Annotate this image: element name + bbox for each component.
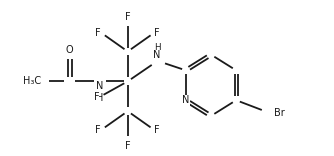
Text: F: F [96,125,101,135]
Text: Br: Br [274,108,285,118]
Text: H: H [154,43,161,52]
Text: N: N [153,50,160,60]
Text: F: F [154,28,160,38]
Text: N
H: N H [96,81,103,103]
Text: F: F [154,125,160,135]
Text: F: F [125,141,131,151]
Text: F: F [96,28,101,38]
Text: O: O [66,45,73,55]
Text: H₃C: H₃C [23,76,41,86]
Text: N: N [182,95,190,105]
Text: F: F [125,12,131,22]
Text: F: F [94,92,100,102]
